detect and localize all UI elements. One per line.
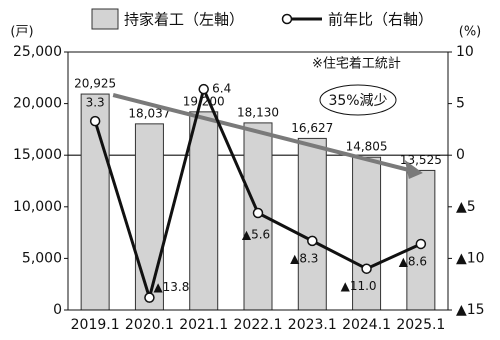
y-unit: (戸) — [10, 25, 33, 40]
trend-arrow — [112, 93, 410, 172]
legend-label: 持家着工（左軸） — [124, 11, 244, 29]
line-value-label: ▲11.0 — [341, 279, 377, 293]
y2-tick-label: 10 — [456, 44, 474, 60]
x-tick-label: 2023.1 — [288, 317, 337, 333]
bar-value-label: 19,200 — [183, 94, 225, 108]
line-value-label: 3.3 — [86, 96, 105, 110]
x-tick-label: 2021.1 — [179, 317, 228, 333]
trend-arrow-head — [404, 160, 423, 179]
bar — [80, 93, 110, 311]
y2-tick-label: ▲15 — [456, 302, 485, 318]
legend-marker — [281, 13, 293, 25]
x-tick-label: 2020.1 — [125, 317, 174, 333]
legend-label: 前年比（右軸） — [328, 11, 433, 29]
line-marker — [307, 235, 318, 247]
line-marker — [252, 207, 264, 219]
annotation: 35%減少 — [328, 92, 387, 109]
bar-value-label: 16,627 — [291, 121, 333, 135]
y2-tick-label: 5 — [456, 96, 465, 112]
line-value-label: ▲13.8 — [153, 280, 189, 294]
line-value-label: ▲8.3 — [290, 251, 318, 265]
y-tick-label: 10,000 — [13, 199, 62, 215]
line-marker — [361, 263, 372, 274]
x-tick-label: 2024.1 — [342, 317, 391, 333]
y-tick-label: 20,000 — [13, 96, 62, 112]
x-tick-label: 2025.1 — [396, 317, 445, 333]
legend-swatch-bar — [91, 8, 119, 30]
line-value-label: 6.4 — [212, 82, 231, 96]
annotation: ※住宅着工統計 — [312, 56, 401, 72]
x-tick-label: 2022.1 — [234, 317, 283, 333]
bar-value-label: 18,130 — [237, 105, 279, 119]
y2-tick-label: 0 — [456, 147, 465, 163]
line-value-label: ▲5.6 — [242, 227, 270, 241]
y2-unit: (%) — [459, 25, 482, 40]
bar-value-label: 14,805 — [346, 140, 388, 154]
bar — [189, 111, 219, 311]
line-value-label: ▲8.6 — [399, 254, 427, 268]
line-marker — [415, 238, 427, 250]
y-tick-label: 25,000 — [13, 44, 62, 60]
plot-frame — [67, 51, 449, 311]
line-marker — [198, 83, 209, 95]
line-marker — [144, 292, 155, 303]
bar-value-label: 20,925 — [74, 77, 116, 91]
y2-tick-label: ▲5 — [456, 199, 476, 215]
bar — [297, 137, 327, 311]
y-tick-label: 0 — [53, 302, 62, 318]
y-tick-label: 5,000 — [22, 250, 62, 266]
x-tick-label: 2019.1 — [71, 317, 120, 333]
bar-value-label: 13,525 — [400, 153, 442, 167]
line-marker — [89, 115, 101, 127]
bar-value-label: 18,037 — [128, 106, 170, 120]
y-tick-label: 15,000 — [13, 147, 62, 163]
annotation-ellipse — [319, 84, 397, 116]
y2-tick-label: ▲10 — [456, 250, 485, 266]
